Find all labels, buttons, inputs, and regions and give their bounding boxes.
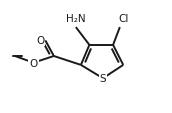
Text: O: O: [29, 58, 38, 68]
Text: Cl: Cl: [118, 14, 128, 23]
Text: H₂N: H₂N: [66, 14, 86, 23]
Text: S: S: [100, 74, 106, 84]
Text: O: O: [36, 36, 44, 46]
